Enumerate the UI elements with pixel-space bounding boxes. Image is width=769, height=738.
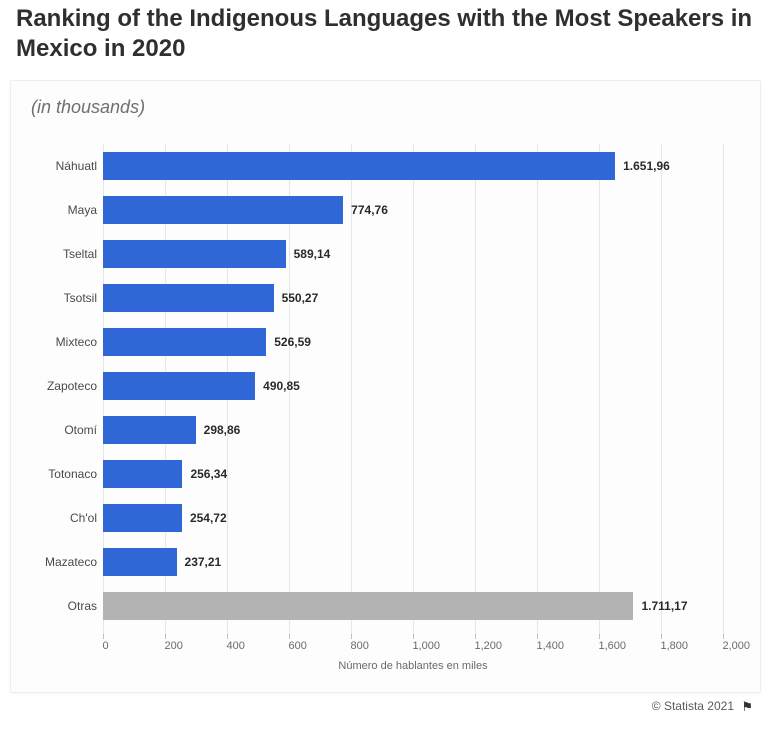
- x-tick-mark: [103, 634, 104, 639]
- category-label: Tseltal: [29, 247, 97, 261]
- x-tick-mark: [661, 634, 662, 639]
- x-tick-mark: [723, 634, 724, 639]
- grid-line: [351, 144, 352, 634]
- copyright-text: © Statista 2021: [652, 699, 734, 713]
- x-axis-title: Número de hablantes en miles: [103, 660, 723, 672]
- x-tick-mark: [475, 634, 476, 639]
- value-label: 256,34: [190, 467, 227, 481]
- grid-line: [599, 144, 600, 634]
- value-label: 589,14: [294, 247, 331, 261]
- value-label: 526,59: [274, 335, 311, 349]
- grid-line: [537, 144, 538, 634]
- category-label: Maya: [29, 203, 97, 217]
- bar[interactable]: [103, 196, 343, 224]
- x-tick-mark: [599, 634, 600, 639]
- x-tick-label: 1,400: [537, 640, 538, 652]
- bar[interactable]: [103, 548, 177, 576]
- x-tick-label: 200: [165, 640, 166, 652]
- bar[interactable]: [103, 240, 286, 268]
- x-tick-label: 0: [103, 640, 104, 652]
- x-tick-label: 1,200: [475, 640, 476, 652]
- grid-line: [661, 144, 662, 634]
- bar[interactable]: [103, 328, 266, 356]
- category-label: Otras: [29, 599, 97, 613]
- value-label: 1.651,96: [623, 159, 670, 173]
- bar[interactable]: [103, 284, 274, 312]
- bar[interactable]: [103, 592, 633, 620]
- x-tick-label: 600: [289, 640, 290, 652]
- value-label: 254,72: [190, 511, 227, 525]
- x-tick-mark: [537, 634, 538, 639]
- x-tick-mark: [413, 634, 414, 639]
- bar[interactable]: [103, 152, 615, 180]
- x-tick-label: 400: [227, 640, 228, 652]
- chart-plot: 1.651,96 774,76 589,14 550,27 526,59 490,85 29…: [103, 144, 723, 634]
- bar[interactable]: [103, 504, 182, 532]
- x-tick-label: 1,000: [413, 640, 414, 652]
- x-tick-mark: [227, 634, 228, 639]
- value-label: 1.711,17: [641, 599, 687, 613]
- value-label: 774,76: [351, 203, 388, 217]
- x-tick-label: 1,800: [661, 640, 662, 652]
- category-label: Zapoteco: [29, 379, 97, 393]
- x-tick-mark: [165, 634, 166, 639]
- chart-subtitle: (in thousands): [23, 95, 748, 134]
- grid-line: [723, 144, 724, 634]
- grid-line: [413, 144, 414, 634]
- category-label: Mazateco: [29, 555, 97, 569]
- bar[interactable]: [103, 372, 255, 400]
- category-label: Mixteco: [29, 335, 97, 349]
- grid-line: [475, 144, 476, 634]
- page-title: Ranking of the Indigenous Languages with…: [0, 0, 769, 74]
- x-tick-label: 2,000: [723, 640, 724, 652]
- chart-card: (in thousands) 1.651,96 774,76 589,14 550,2…: [10, 80, 761, 693]
- value-label: 550,27: [282, 291, 319, 305]
- chart-area: 1.651,96 774,76 589,14 550,27 526,59 490,85 29…: [29, 134, 739, 684]
- category-label: Tsotsil: [29, 291, 97, 305]
- x-tick-mark: [289, 634, 290, 639]
- value-label: 298,86: [204, 423, 241, 437]
- x-tick-label: 800: [351, 640, 352, 652]
- value-label: 237,21: [185, 555, 222, 569]
- category-label: Náhuatl: [29, 159, 97, 173]
- x-tick-label: 1,600: [599, 640, 600, 652]
- value-label: 490,85: [263, 379, 300, 393]
- bar[interactable]: [103, 460, 182, 488]
- bar[interactable]: [103, 416, 196, 444]
- category-label: Otomí: [29, 423, 97, 437]
- category-label: Ch'ol: [29, 511, 97, 525]
- x-tick-mark: [351, 634, 352, 639]
- category-label: Totonaco: [29, 467, 97, 481]
- flag-icon[interactable]: ⚑: [741, 699, 753, 715]
- footer: © Statista 2021 ⚑: [0, 693, 769, 715]
